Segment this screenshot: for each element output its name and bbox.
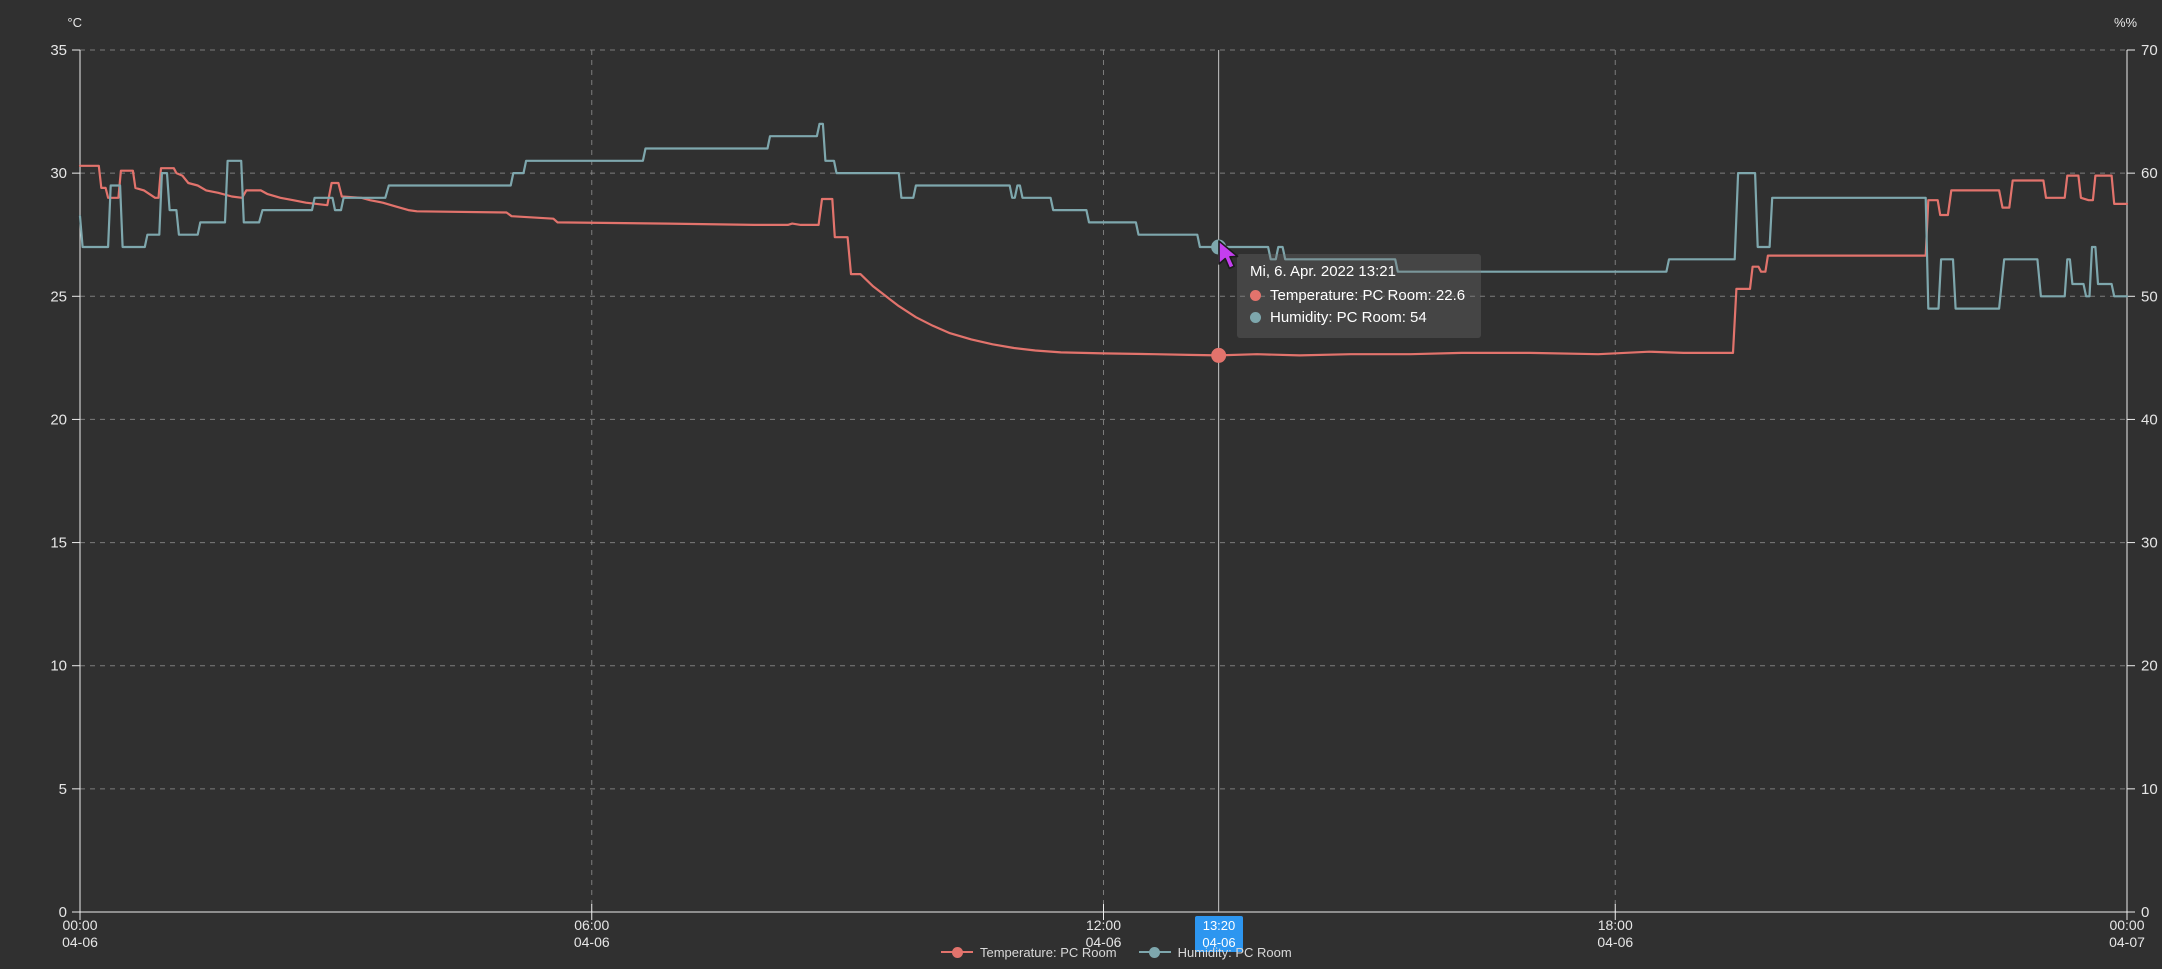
x-tick-time-label: 18:00 <box>1598 917 1633 933</box>
x-tick-date-label: 04-06 <box>1597 934 1633 950</box>
x-tick-date-label: 04-06 <box>62 934 98 950</box>
left-tick-label: 30 <box>50 165 67 182</box>
left-tick-label: 15 <box>50 535 67 552</box>
mouse-cursor-icon <box>1218 240 1239 270</box>
temperature-hover-marker <box>1211 347 1227 363</box>
series-line-temperature <box>78 164 2129 357</box>
legend-label-temperature: Temperature: PC Room <box>980 944 1117 960</box>
x-tick-time-label: 00:00 <box>2109 917 2144 933</box>
humidity-series-dot-icon <box>1250 312 1261 323</box>
temperature-series-dot-icon <box>1250 290 1261 301</box>
right-axis-unit-label: %% <box>2114 15 2138 30</box>
tooltip-temperature-text: Temperature: PC Room: 22.6 <box>1270 287 1466 304</box>
hover-tooltip: Mi, 6. Apr. 2022 13:21 Temperature: PC R… <box>1237 254 1482 338</box>
humidity-legend-marker-icon <box>1138 946 1171 958</box>
temperature-legend-marker-icon <box>941 946 973 958</box>
legend-label-humidity: Humidity: PC Room <box>1177 944 1292 960</box>
tooltip-humidity-row: Humidity: PC Room: 54 <box>1250 308 1465 327</box>
crosshair-time: 13:20 <box>1202 918 1236 933</box>
left-tick-label: 25 <box>50 288 67 305</box>
right-tick-label: 20 <box>2141 658 2158 675</box>
left-tick-label: 20 <box>50 411 67 428</box>
legend-item-temperature[interactable]: Temperature: PC Room <box>941 945 1117 960</box>
left-tick-label: 5 <box>59 781 67 798</box>
x-tick-time-label: 06:00 <box>574 917 609 933</box>
x-tick-time-label: 00:00 <box>62 917 97 933</box>
right-tick-label: 30 <box>2141 535 2158 552</box>
tooltip-humidity-text: Humidity: PC Room: 54 <box>1270 309 1427 326</box>
left-tick-label: 10 <box>50 658 67 675</box>
crosshair-date: 04-06 <box>1202 935 1236 950</box>
legend-item-humidity[interactable]: Humidity: PC Room <box>1138 944 1292 960</box>
x-tick-date-label: 04-06 <box>1086 934 1122 950</box>
tooltip-temperature-row: Temperature: PC Room: 22.6 <box>1250 286 1465 305</box>
tooltip-timestamp: Mi, 6. Apr. 2022 13:21 <box>1250 263 1396 280</box>
x-tick-date-label: 04-07 <box>2109 934 2145 950</box>
right-tick-label: 0 <box>2141 904 2149 921</box>
right-tick-label: 10 <box>2141 781 2158 798</box>
left-axis-unit-label: °C <box>67 15 82 30</box>
x-tick-date-label: 04-06 <box>574 934 610 950</box>
right-tick-label: 50 <box>2141 288 2158 305</box>
right-tick-label: 60 <box>2141 165 2158 182</box>
chart-legend: Temperature: PC Room Humidity: PC Room <box>941 942 1292 962</box>
series-line-humidity <box>78 122 2129 310</box>
crosshair-time-badge: 13:20 04-06 <box>1195 916 1243 952</box>
left-tick-label: 35 <box>50 42 67 59</box>
right-tick-label: 40 <box>2141 411 2158 428</box>
left-tick-label: 0 <box>59 904 67 921</box>
right-tick-label: 70 <box>2141 42 2158 59</box>
x-tick-time-label: 12:00 <box>1086 917 1121 933</box>
